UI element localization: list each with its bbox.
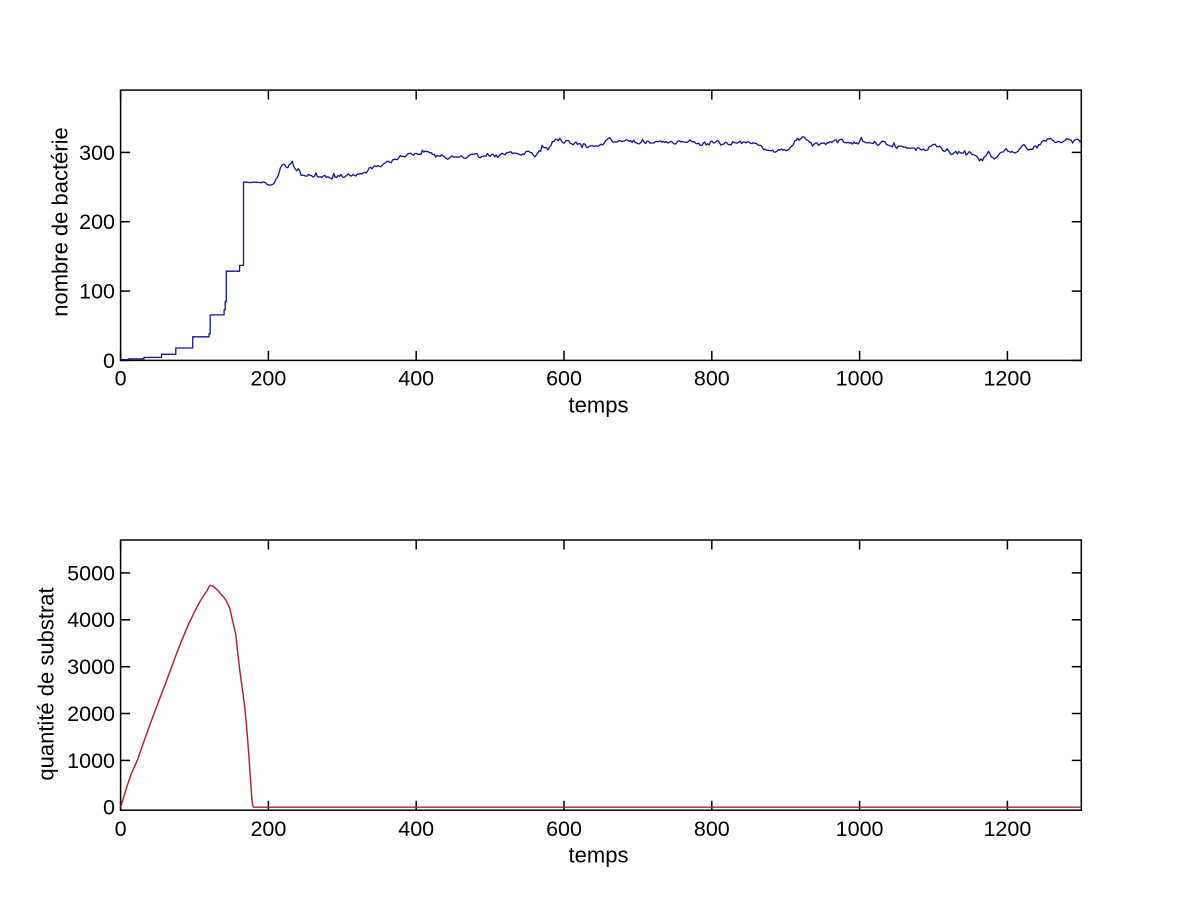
svg-text:200: 200: [250, 817, 286, 841]
svg-text:800: 800: [694, 817, 730, 841]
svg-text:200: 200: [79, 210, 115, 234]
svg-text:1200: 1200: [983, 367, 1031, 391]
svg-text:100: 100: [79, 280, 115, 304]
svg-text:1000: 1000: [67, 749, 115, 773]
svg-text:1000: 1000: [836, 817, 884, 841]
svg-text:temps: temps: [569, 842, 629, 867]
svg-text:4000: 4000: [67, 608, 115, 632]
svg-text:1200: 1200: [983, 817, 1031, 841]
svg-text:400: 400: [398, 367, 434, 391]
svg-text:3000: 3000: [67, 655, 115, 679]
svg-text:temps: temps: [569, 392, 629, 417]
svg-text:0: 0: [103, 349, 115, 373]
svg-text:600: 600: [546, 817, 582, 841]
svg-text:300: 300: [79, 141, 115, 165]
svg-text:5000: 5000: [67, 561, 115, 585]
svg-text:2000: 2000: [67, 702, 115, 726]
svg-text:400: 400: [398, 817, 434, 841]
svg-text:quantité de substrat: quantité de substrat: [34, 587, 59, 780]
svg-text:nombre de bactérie: nombre de bactérie: [48, 127, 73, 317]
svg-text:200: 200: [250, 367, 286, 391]
svg-text:0: 0: [103, 796, 115, 820]
svg-text:0: 0: [115, 367, 127, 391]
svg-text:0: 0: [115, 817, 127, 841]
svg-text:600: 600: [546, 367, 582, 391]
svg-text:1000: 1000: [836, 367, 884, 391]
svg-text:800: 800: [694, 367, 730, 391]
